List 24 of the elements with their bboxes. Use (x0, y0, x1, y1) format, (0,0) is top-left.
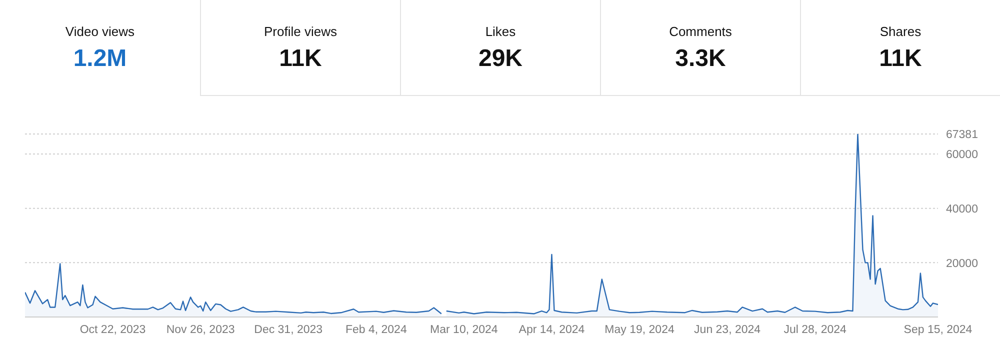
y-tick-label: 20000 (946, 258, 978, 270)
x-tick-label: Sep 15, 2024 (904, 324, 973, 336)
text: 11K (879, 45, 922, 72)
x-tick-label: Feb 4, 2024 (345, 324, 408, 336)
x-tick-label: Oct 22, 2023 (80, 324, 146, 336)
text: 29K (478, 45, 523, 72)
x-tick-label: Jul 28, 2024 (784, 324, 848, 336)
category-label: Shares (878, 24, 922, 39)
category-label: Video views (64, 24, 136, 39)
x-tick-label: Dec 31, 2023 (254, 324, 323, 336)
y-tick-label: 40000 (946, 203, 978, 216)
y-tick-label: 60000 (946, 149, 978, 162)
x-tick-label: May 19, 2024 (604, 324, 675, 336)
text: 11K (279, 45, 322, 72)
x-tick-label: Apr 14, 2024 (518, 324, 586, 336)
text: 1.2M (73, 45, 127, 72)
x-tick-label: Nov 26, 2023 (166, 324, 235, 336)
category-label: Profile views (263, 24, 338, 39)
text: 3.3K (675, 45, 726, 72)
category-label: Comments (668, 24, 733, 39)
y-tick-label: 67381 (946, 129, 978, 142)
x-tick-label: Jun 23, 2024 (694, 324, 762, 336)
category-label: Likes (484, 24, 517, 39)
x-tick-label: Mar 10, 2024 (430, 324, 498, 336)
